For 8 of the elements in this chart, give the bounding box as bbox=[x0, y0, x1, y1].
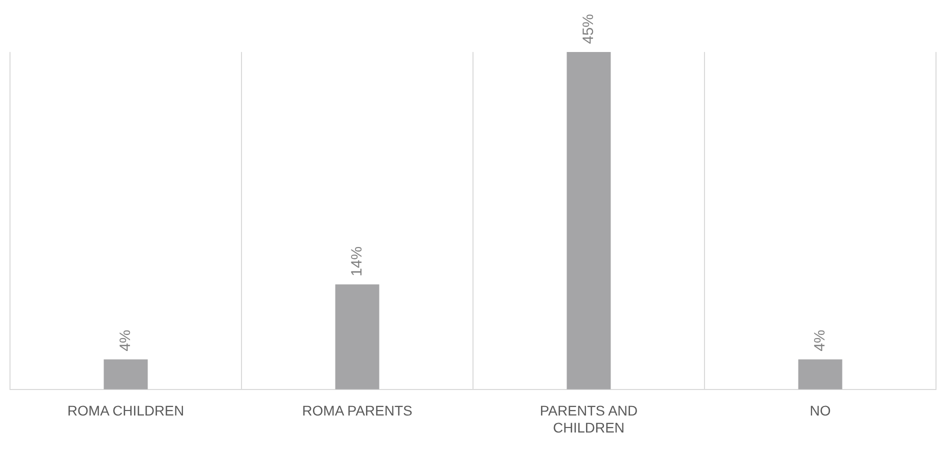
x-tick-label: ROMA PARENTS bbox=[302, 402, 412, 419]
data-label: 4% bbox=[811, 330, 828, 352]
x-tick-label: PARENTS AND CHILDREN bbox=[540, 402, 638, 436]
x-tick-label: NO bbox=[810, 402, 831, 419]
x-tick-label: ROMA CHILDREN bbox=[67, 402, 184, 419]
data-label: 4% bbox=[116, 330, 134, 352]
data-label: 45% bbox=[580, 14, 597, 44]
data-label: 14% bbox=[348, 246, 366, 276]
